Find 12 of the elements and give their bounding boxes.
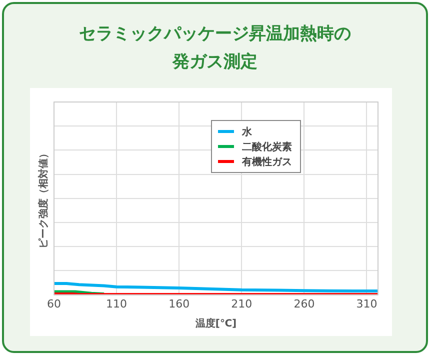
x-axis-title: 温度[℃] [194, 318, 237, 330]
y-axis-title: ピーク強度（相対値） [38, 148, 50, 248]
legend-label: 二酸化炭素 [242, 140, 292, 154]
x-tick-label: 60 [47, 297, 61, 310]
x-tick-label: 160 [168, 297, 190, 310]
legend-label: 有機性ガス [242, 156, 292, 168]
x-tick-label: 110 [106, 297, 128, 310]
x-tick-label: 210 [231, 297, 252, 310]
x-tick-label: 260 [294, 297, 315, 310]
x-tick-label: 310 [356, 297, 378, 310]
legend-label: 水 [242, 126, 252, 138]
chart-title: セラミックパッケージ昇温加熱時の発ガス測定 [78, 23, 352, 74]
